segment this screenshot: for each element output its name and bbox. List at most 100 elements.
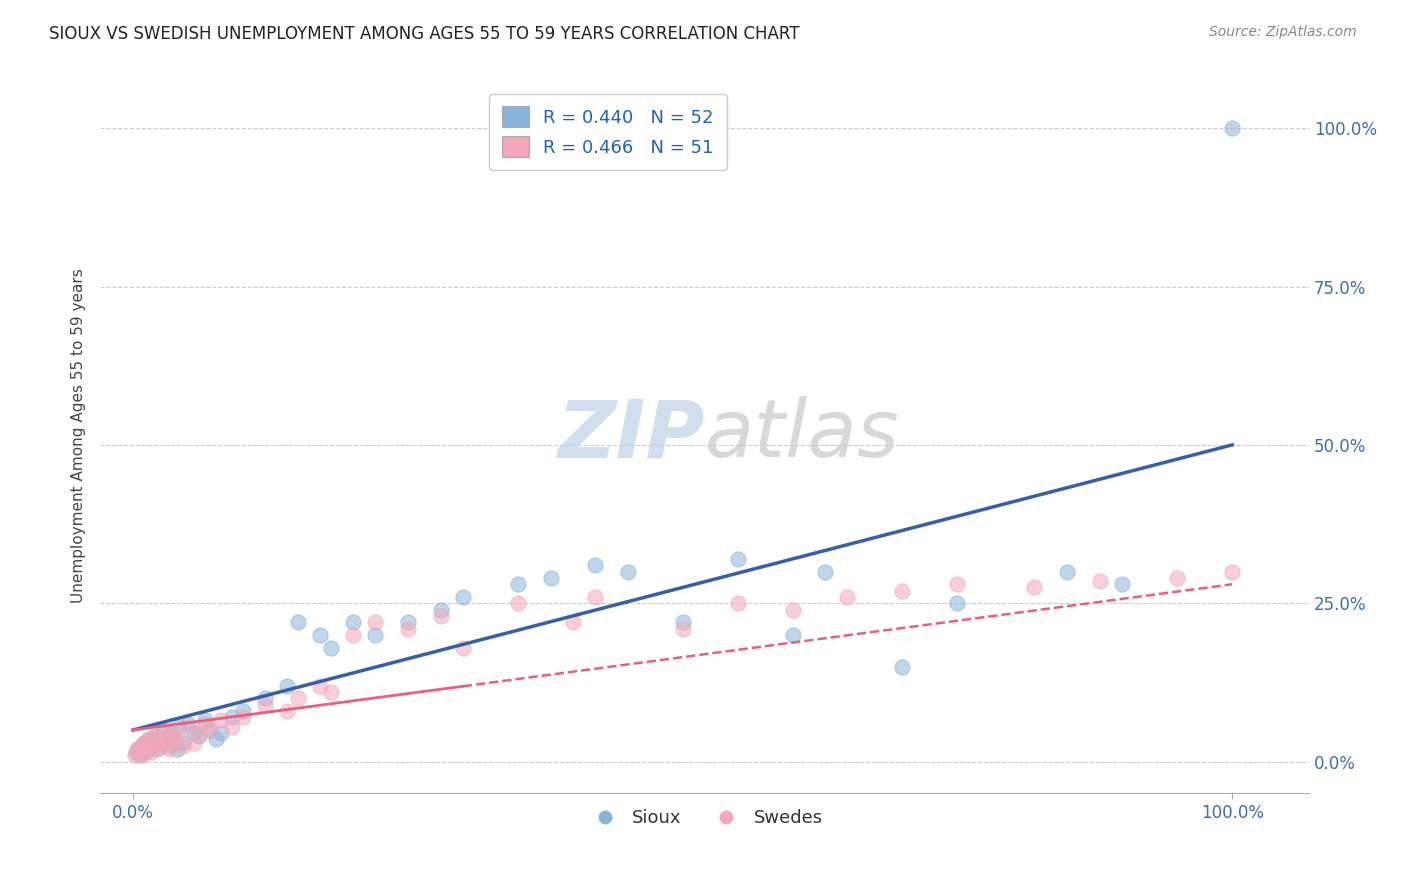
Point (166, 729, 188, 743)
Point (134, 745, 156, 759)
Point (163, 736, 186, 750)
Point (132, 736, 155, 750)
Y-axis label: Unemployment Among Ages 55 to 59 years: Unemployment Among Ages 55 to 59 years (72, 268, 86, 603)
Point (319, 640, 342, 655)
Point (128, 745, 150, 759)
Point (342, 615, 364, 630)
Point (583, 558, 606, 573)
Point (209, 714, 232, 728)
Point (146, 742, 169, 756)
Point (451, 590, 474, 604)
Point (128, 748, 150, 763)
Point (193, 714, 215, 728)
Point (891, 659, 914, 673)
Point (253, 691, 276, 706)
Point (1220, 565, 1243, 579)
Point (814, 565, 837, 579)
Point (157, 742, 180, 756)
Point (396, 615, 419, 630)
Point (1056, 565, 1078, 579)
Point (1111, 577, 1133, 591)
Point (232, 704, 254, 718)
Point (837, 590, 859, 604)
Point (124, 748, 146, 763)
Point (198, 723, 221, 737)
Point (540, 571, 562, 585)
Point (136, 742, 159, 756)
Point (396, 622, 419, 636)
Point (364, 615, 387, 630)
Point (209, 726, 232, 740)
Point (177, 716, 200, 731)
Point (160, 723, 183, 737)
Point (183, 726, 205, 740)
Point (309, 628, 332, 642)
Point (727, 596, 749, 610)
Point (155, 732, 177, 747)
Point (125, 745, 148, 759)
Point (1090, 574, 1112, 588)
Point (141, 739, 163, 753)
Point (157, 739, 180, 753)
Point (167, 720, 190, 734)
Point (131, 739, 153, 753)
Point (132, 736, 155, 750)
Point (946, 577, 969, 591)
Point (319, 685, 342, 699)
Point (139, 745, 162, 759)
Point (253, 698, 276, 712)
Point (221, 720, 243, 734)
Point (172, 739, 194, 753)
Point (188, 726, 211, 740)
Point (149, 736, 172, 750)
Point (672, 622, 695, 636)
Point (891, 583, 914, 598)
Point (232, 710, 254, 724)
Text: Source: ZipAtlas.com: Source: ZipAtlas.com (1209, 25, 1357, 39)
Point (364, 628, 387, 642)
Point (672, 615, 695, 630)
Text: SIOUX VS SWEDISH UNEMPLOYMENT AMONG AGES 55 TO 59 YEARS CORRELATION CHART: SIOUX VS SWEDISH UNEMPLOYMENT AMONG AGES… (49, 25, 800, 43)
Point (138, 732, 160, 747)
Point (506, 577, 529, 591)
Point (782, 602, 804, 616)
Point (146, 736, 169, 750)
Point (128, 742, 150, 756)
Point (204, 732, 226, 747)
Point (188, 729, 211, 743)
Point (561, 615, 583, 630)
Point (177, 720, 200, 734)
Point (183, 736, 205, 750)
Point (198, 723, 221, 737)
Point (1220, 121, 1243, 136)
Point (782, 628, 804, 642)
Point (221, 710, 243, 724)
Point (166, 742, 188, 756)
Point (131, 748, 153, 763)
Point (163, 736, 186, 750)
Point (342, 628, 364, 642)
Point (430, 609, 453, 624)
Point (506, 596, 529, 610)
Point (276, 704, 298, 718)
Point (143, 729, 166, 743)
Point (155, 732, 177, 747)
Point (153, 726, 176, 740)
Point (172, 736, 194, 750)
Point (138, 732, 160, 747)
Point (287, 691, 309, 706)
Point (135, 742, 157, 756)
Point (583, 590, 606, 604)
Point (143, 729, 166, 743)
Point (129, 739, 152, 753)
Point (430, 602, 453, 616)
Point (1024, 581, 1046, 595)
Point (451, 640, 474, 655)
Text: ZIP: ZIP (557, 396, 704, 475)
Point (153, 723, 176, 737)
Point (193, 716, 215, 731)
Point (287, 615, 309, 630)
Point (276, 679, 298, 693)
Point (616, 565, 638, 579)
Text: atlas: atlas (704, 396, 900, 475)
